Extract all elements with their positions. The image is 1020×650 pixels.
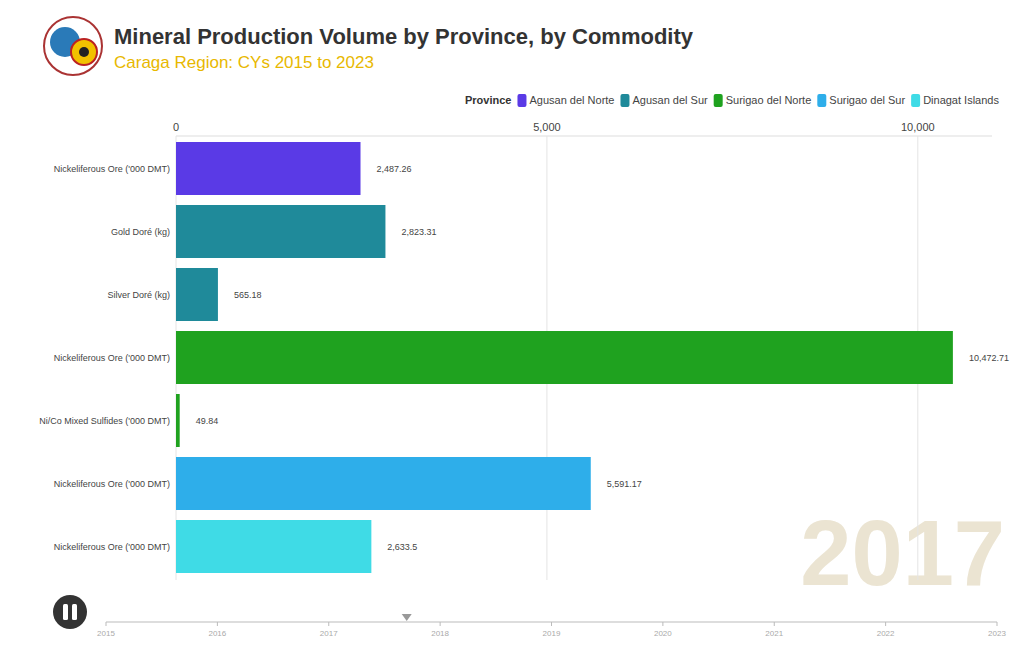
timeline-label: 2023 [988,629,1006,638]
axis-line [176,136,992,137]
timeline-label: 2020 [654,629,672,638]
data-label: 2,823.31 [401,227,436,237]
category-label: Nickeliferous Ore ('000 DMT) [54,353,170,363]
tick-label: 0 [173,121,179,133]
timeline-label: 2016 [208,629,226,638]
timeline-label: 2019 [543,629,561,638]
data-label: 565.18 [234,290,262,300]
logo [71,39,97,65]
legend-label: Agusan del Norte [529,94,614,106]
legend-swatch [620,94,629,107]
timeline-tick [997,622,998,626]
title: Mineral Production Volume by Province, b… [114,24,694,49]
legend-title: Province [465,94,511,106]
legend-swatch [517,94,526,107]
timeline-tick [774,622,775,626]
bar [176,268,218,321]
category-label: Ni/Co Mixed Sulfides ('000 DMT) [39,416,170,426]
legend-swatch [817,94,826,107]
pause-icon [72,604,77,620]
timeline-tick [106,622,107,626]
legend-swatch [911,94,920,107]
pause-circle[interactable] [53,595,87,629]
data-label: 2,487.26 [377,164,412,174]
bar [176,205,385,258]
timeline-label: 2015 [97,629,115,638]
logo [79,47,89,57]
data-label: 10,472.71 [969,353,1009,363]
category-label: Nickeliferous Ore ('000 DMT) [54,479,170,489]
pause-icon [63,604,68,620]
legend-label: Agusan del Sur [632,94,708,106]
legend-label: Dinagat Islands [923,94,999,106]
timeline-tick [662,622,663,626]
timeline-tick [328,622,329,626]
timeline-label: 2017 [320,629,338,638]
timeline-tick [551,622,552,626]
bar [176,457,591,510]
bar [176,520,371,573]
bars [176,142,953,573]
timeline-tick [885,622,886,626]
timeline-label: 2022 [877,629,895,638]
timeline-pointer[interactable] [402,614,412,621]
timeline-label: 2018 [431,629,449,638]
timeline-label: 2021 [765,629,783,638]
pause-button[interactable] [53,595,87,629]
bar [176,331,953,384]
subtitle: Caraga Region: CYs 2015 to 2023 [114,53,374,72]
logo [44,17,102,75]
legend-swatch [714,94,723,107]
watermark: 2017 [800,502,1005,604]
data-label: 2,633.5 [387,542,417,552]
chart: Mineral Production Volume by Province, b… [0,0,1020,650]
tick-label: 5,000 [533,121,561,133]
timeline-tick [440,622,441,626]
tick-label: 10,000 [901,121,935,133]
legend-label: Surigao del Norte [726,94,812,106]
bar [176,142,361,195]
timeline-tick [217,622,218,626]
category-label: Nickeliferous Ore ('000 DMT) [54,164,170,174]
category-label: Gold Doré (kg) [111,227,170,237]
category-label: Silver Doré (kg) [107,290,170,300]
data-label: 5,591.17 [607,479,642,489]
category-label: Nickeliferous Ore ('000 DMT) [54,542,170,552]
legend-label: Surigao del Sur [829,94,905,106]
bar [176,394,180,447]
data-label: 49.84 [196,416,219,426]
